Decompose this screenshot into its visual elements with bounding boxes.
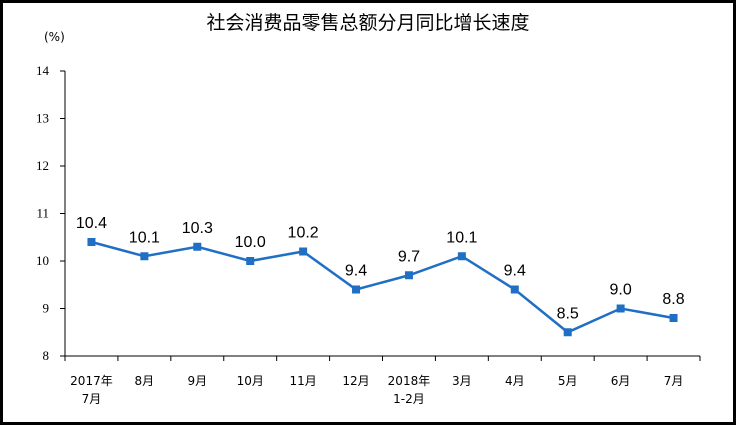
data-point-marker [404, 271, 413, 280]
x-tick-label: 1-2月 [393, 392, 425, 406]
x-tick-label: 7月 [664, 374, 684, 388]
x-tick-label: 2017年 [70, 374, 113, 388]
data-label: 10.4 [76, 215, 107, 232]
data-label: 10.1 [129, 229, 160, 246]
x-tick-label: 10月 [237, 374, 264, 388]
data-label: 9.0 [610, 282, 632, 299]
data-point-marker [563, 328, 572, 337]
data-point-marker [669, 314, 678, 322]
x-tick-label: 5月 [558, 374, 578, 388]
chart-title: 社会消费品零售总额分月同比增长速度 [206, 12, 530, 34]
y-tick-label: 13 [36, 111, 49, 126]
data-point-marker [87, 238, 96, 246]
y-tick-label: 12 [36, 158, 49, 173]
y-tick-label: 11 [36, 206, 49, 221]
data-point-marker [352, 285, 361, 294]
data-point-marker [457, 252, 466, 261]
data-point-marker [299, 247, 308, 256]
x-tick-label: 7月 [82, 392, 102, 406]
data-point-marker [140, 252, 149, 261]
x-tick-label: 2018年 [388, 374, 431, 388]
x-tick-label: 8月 [135, 374, 155, 388]
data-point-marker [246, 257, 255, 265]
x-tick-label: 9月 [187, 374, 207, 388]
data-point-marker [510, 285, 519, 294]
y-tick-label: 8 [43, 348, 50, 363]
y-tick-label: 14 [36, 63, 50, 78]
data-label: 10.1 [446, 229, 477, 246]
y-tick-label: 9 [43, 301, 50, 316]
x-tick-label: 11月 [289, 374, 316, 388]
x-tick-label: 12月 [342, 374, 369, 388]
x-tick-label: 3月 [452, 374, 472, 388]
data-label: 9.4 [504, 263, 526, 280]
data-label: 8.8 [662, 291, 684, 308]
data-label: 10.3 [182, 220, 213, 237]
data-label: 10.0 [235, 234, 266, 251]
y-tick-label: 10 [36, 253, 49, 268]
x-tick-label: 4月 [505, 374, 525, 388]
data-label: 9.7 [398, 248, 420, 265]
data-label: 9.4 [345, 263, 367, 280]
data-point-marker [616, 304, 625, 313]
x-tick-label: 6月 [611, 374, 631, 388]
data-label: 8.5 [557, 305, 579, 322]
series-line [91, 240, 674, 334]
data-label: 10.2 [288, 225, 319, 242]
y-axis-unit: (%) [44, 30, 65, 44]
data-point-marker [193, 242, 202, 251]
